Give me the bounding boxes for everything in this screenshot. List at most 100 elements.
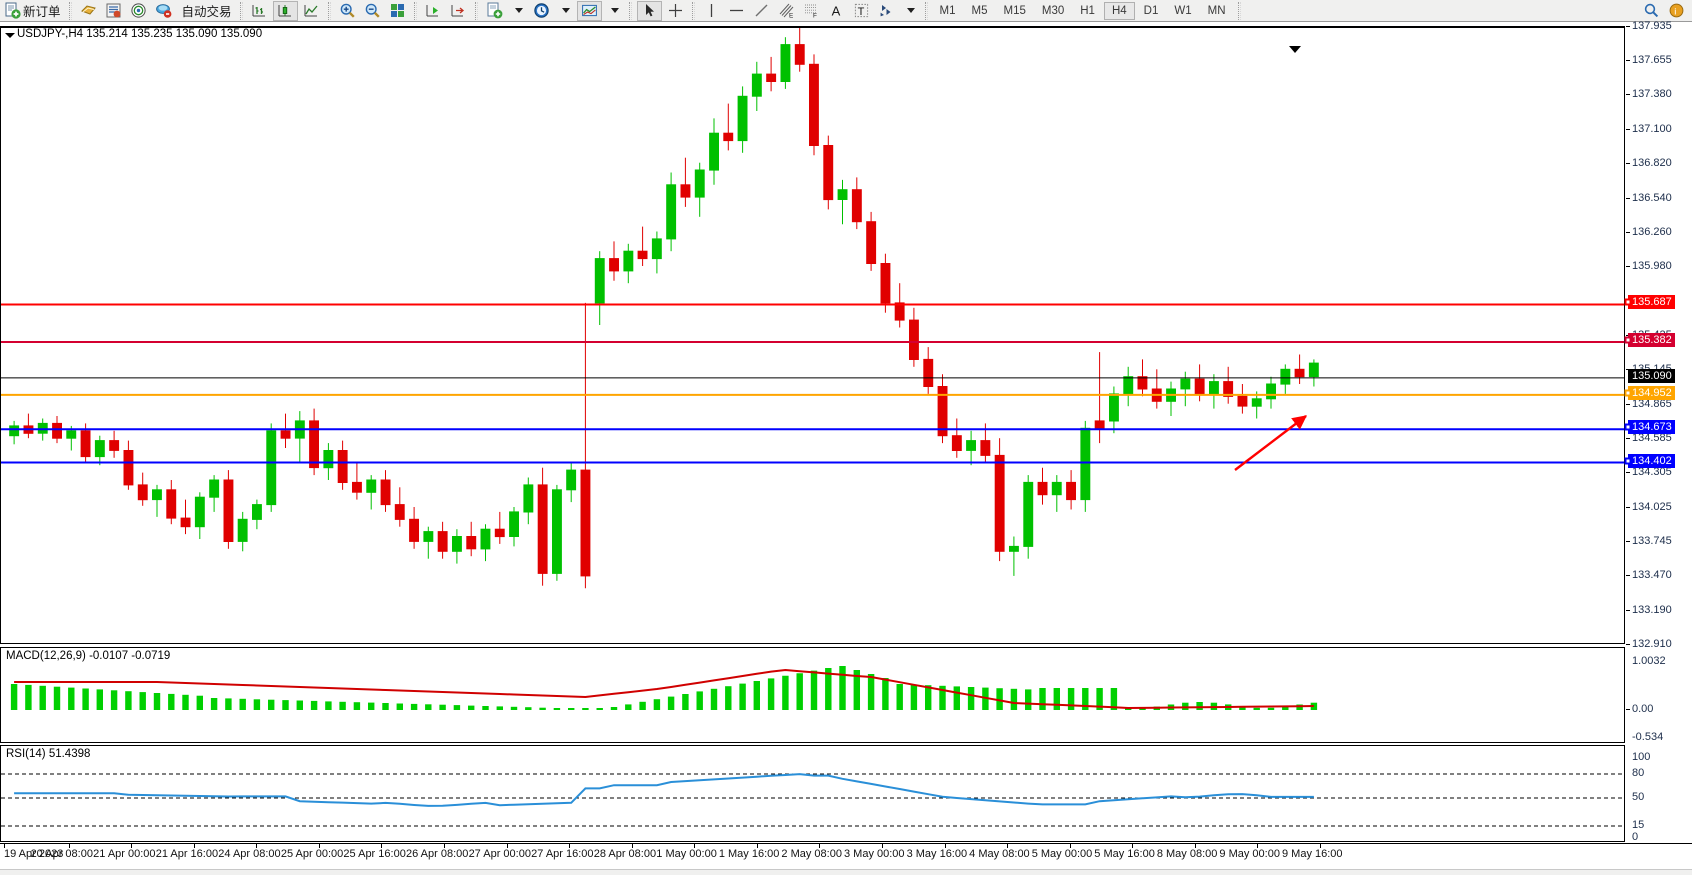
text-label-button[interactable]: T	[850, 1, 873, 21]
level-drag-handle[interactable]	[1624, 336, 1632, 344]
timeframe-h4[interactable]: H4	[1103, 1, 1135, 20]
vline-icon	[703, 2, 720, 19]
timeframe-h1[interactable]: H1	[1080, 4, 1095, 17]
chevron-down-icon	[561, 8, 570, 13]
price-tick	[1626, 232, 1630, 233]
new-order-button[interactable]: 新订单	[1, 1, 64, 21]
price-tick-label: 136.820	[1632, 157, 1672, 170]
time-tick	[631, 844, 633, 848]
price-axis[interactable]: 137.935 137.655 137.380 137.100 136.820 136.5…	[1624, 20, 1692, 843]
navigator-button[interactable]	[127, 1, 150, 21]
time-tick	[1007, 844, 1009, 848]
time-tick-label: 5 May 16:00	[1094, 848, 1155, 860]
candlestick-chart-button[interactable]	[272, 0, 298, 21]
macd-pane[interactable]: MACD(12,26,9) -0.0107 -0.0719	[0, 647, 1625, 743]
price-tick	[1626, 644, 1630, 645]
crosshair-icon	[667, 2, 684, 19]
period-dropdown[interactable]	[555, 1, 575, 21]
macd-canvas	[10, 666, 1318, 710]
price-tick-label: 133.745	[1632, 535, 1672, 548]
time-tick	[444, 844, 445, 848]
shapes-icon	[878, 2, 895, 19]
rsi-pane[interactable]: RSI(14) 51.4398	[0, 745, 1625, 842]
line-chart-button[interactable]	[300, 1, 323, 21]
autoscroll-icon	[425, 2, 442, 19]
chart-shift-button[interactable]	[447, 1, 470, 21]
text-icon: A	[828, 2, 845, 19]
chart-area[interactable]: USDJPY-,H4 135.214 135.235 135.090 135.0…	[0, 20, 1692, 875]
new-order-icon	[4, 2, 21, 19]
time-tick-label: 25 Apr 16:00	[343, 848, 406, 860]
macd-label: MACD(12,26,9) -0.0107 -0.0719	[6, 650, 171, 662]
price-tick	[1626, 472, 1630, 474]
time-tick-label: 9 May 16:00	[1282, 848, 1343, 860]
price-tick	[1626, 94, 1630, 96]
price-pane[interactable]	[0, 26, 1625, 644]
tile-windows-button[interactable]	[386, 1, 409, 21]
timeframe-m15[interactable]: M15	[1003, 4, 1026, 17]
level-drag-handle[interactable]	[1624, 457, 1632, 464]
toolbar-separator	[628, 1, 632, 20]
price-tick-label: 137.100	[1632, 122, 1672, 135]
price-level-badge-pivot[interactable]: 134.952	[1628, 385, 1675, 400]
text-button[interactable]: A	[825, 1, 848, 21]
symbol-collapse-arrow-icon[interactable]	[5, 33, 15, 38]
shapes-button[interactable]	[875, 1, 898, 21]
terminal-button[interactable]	[152, 1, 175, 21]
timeframe-m1[interactable]: M1	[939, 4, 956, 17]
zoom-out-button[interactable]	[361, 1, 384, 21]
time-tick	[131, 844, 133, 848]
fibonacci-button[interactable]: F	[800, 1, 823, 21]
price-level-badge-resistance[interactable]: 135.382	[1628, 332, 1675, 347]
data-window-button[interactable]	[102, 1, 125, 21]
shapes-dropdown[interactable]	[900, 1, 920, 21]
crosshair-button[interactable]	[664, 1, 687, 21]
period-button[interactable]	[530, 1, 553, 21]
equidistant-channel-button[interactable]: E	[775, 1, 798, 21]
price-tick	[1626, 26, 1630, 27]
cursor-button[interactable]	[636, 0, 662, 21]
price-tick	[1626, 403, 1630, 405]
auto-trading-button[interactable]: 自动交易	[177, 1, 235, 21]
new-chart-button[interactable]	[483, 1, 506, 21]
price-level-badge-current-price[interactable]: 135.090	[1628, 368, 1675, 383]
help-button[interactable]: i	[1665, 1, 1688, 21]
level-drag-handle[interactable]	[1624, 389, 1632, 397]
time-tick	[381, 844, 383, 848]
symbol-ohlc-label: USDJPY-,H4 135.214 135.235 135.090 135.0…	[17, 28, 263, 40]
level-drag-handle[interactable]	[1624, 298, 1632, 306]
rsi-tick-label: 100	[1632, 751, 1651, 763]
indicators-dropdown[interactable]	[604, 1, 624, 21]
search-icon	[1643, 2, 1660, 19]
price-level-badge-support[interactable]: 134.402	[1628, 453, 1675, 468]
hline-button[interactable]	[725, 1, 748, 21]
price-tick-label: 134.865	[1632, 397, 1672, 410]
timeframe-d1[interactable]: D1	[1143, 4, 1159, 17]
new-chart-dropdown[interactable]	[508, 1, 528, 21]
timeframe-w1[interactable]: W1	[1174, 4, 1192, 17]
rsi-label: RSI(14) 51.4398	[6, 748, 91, 760]
autoscroll-button[interactable]	[422, 1, 445, 21]
toolbar-separator	[239, 1, 243, 20]
level-drag-handle[interactable]	[1624, 423, 1632, 431]
timeframe-mn[interactable]: MN	[1207, 4, 1226, 17]
rsi-canvas	[1, 773, 1624, 827]
price-level-badge-resistance[interactable]: 135.687	[1628, 295, 1675, 310]
indicators-button[interactable]	[576, 0, 602, 21]
chart-gold-button[interactable]	[77, 1, 100, 21]
vline-button[interactable]	[700, 1, 723, 21]
time-tick-label: 5 May 00:00	[1031, 848, 1093, 860]
price-tick	[1626, 609, 1630, 611]
price-tick-label: 137.380	[1632, 88, 1672, 101]
time-tick-label: 9 May 00:00	[1219, 848, 1280, 860]
macd-tick-label: -0.534	[1632, 731, 1664, 743]
timeframe-m5[interactable]: M5	[971, 4, 988, 17]
price-level-badge-support[interactable]: 134.673	[1628, 420, 1675, 435]
timeframe-m30[interactable]: M30	[1041, 4, 1065, 17]
zoom-in-button[interactable]	[336, 1, 359, 21]
zoom-in-icon	[339, 2, 356, 19]
bar-chart-button[interactable]	[248, 1, 271, 21]
trendline-button[interactable]	[750, 1, 773, 21]
search-button[interactable]	[1640, 1, 1663, 21]
time-axis[interactable]: 19 Apr 2023 20 Apr 08:00 21 Apr 00:00 21 Ap…	[0, 843, 1692, 869]
